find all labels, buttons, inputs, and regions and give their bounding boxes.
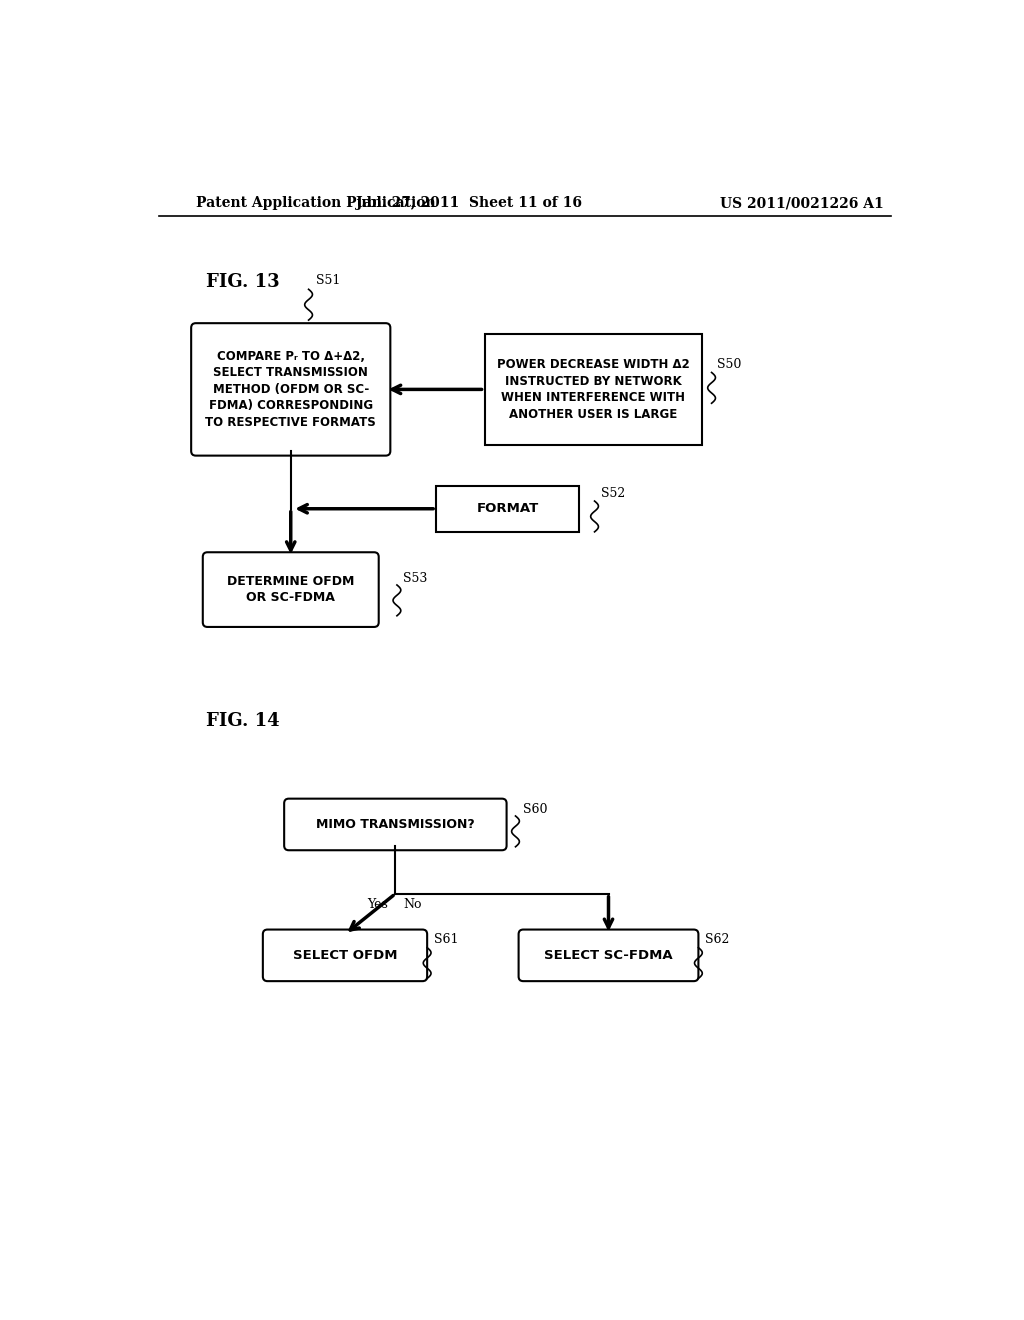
Text: DETERMINE OFDM
OR SC-FDMA: DETERMINE OFDM OR SC-FDMA <box>227 574 354 605</box>
Text: POWER DECREASE WIDTH Δ2
INSTRUCTED BY NETWORK
WHEN INTERFERENCE WITH
ANOTHER USE: POWER DECREASE WIDTH Δ2 INSTRUCTED BY NE… <box>497 358 689 421</box>
Text: FIG. 13: FIG. 13 <box>206 273 280 290</box>
Text: US 2011/0021226 A1: US 2011/0021226 A1 <box>720 197 884 210</box>
FancyBboxPatch shape <box>191 323 390 455</box>
FancyBboxPatch shape <box>203 552 379 627</box>
Text: S51: S51 <box>315 273 340 286</box>
Text: S62: S62 <box>706 933 730 946</box>
FancyBboxPatch shape <box>484 334 701 445</box>
Text: S52: S52 <box>601 487 625 500</box>
FancyBboxPatch shape <box>285 799 507 850</box>
FancyBboxPatch shape <box>263 929 427 981</box>
FancyBboxPatch shape <box>436 486 580 532</box>
Text: No: No <box>403 898 422 911</box>
Text: S60: S60 <box>523 803 548 816</box>
Text: Yes: Yes <box>367 898 388 911</box>
Text: S61: S61 <box>434 933 459 946</box>
Text: SELECT OFDM: SELECT OFDM <box>293 949 397 962</box>
Text: Patent Application Publication: Patent Application Publication <box>197 197 436 210</box>
Text: FORMAT: FORMAT <box>476 502 539 515</box>
Text: SELECT SC-FDMA: SELECT SC-FDMA <box>544 949 673 962</box>
Text: FIG. 14: FIG. 14 <box>206 711 280 730</box>
Text: S53: S53 <box>403 572 427 585</box>
Text: MIMO TRANSMISSION?: MIMO TRANSMISSION? <box>316 818 475 832</box>
Text: S50: S50 <box>717 358 741 371</box>
FancyBboxPatch shape <box>518 929 698 981</box>
Text: COMPARE Pᵣ TO Δ+Δ2,
SELECT TRANSMISSION
METHOD (OFDM OR SC-
FDMA) CORRESPONDING
: COMPARE Pᵣ TO Δ+Δ2, SELECT TRANSMISSION … <box>206 350 376 429</box>
Text: Jan. 27, 2011  Sheet 11 of 16: Jan. 27, 2011 Sheet 11 of 16 <box>356 197 582 210</box>
